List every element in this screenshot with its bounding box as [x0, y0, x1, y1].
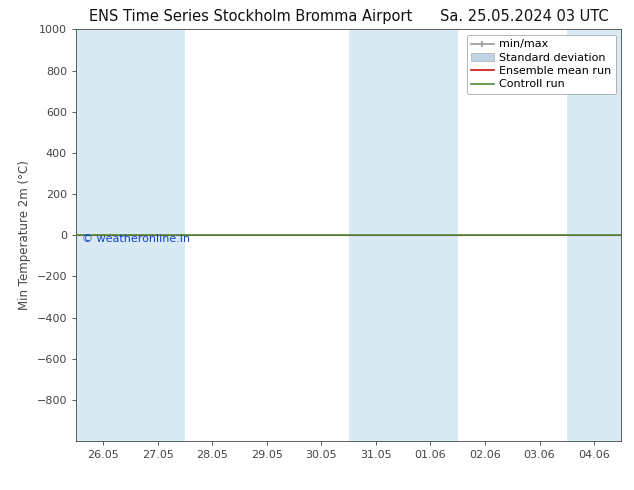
Y-axis label: Min Temperature 2m (°C): Min Temperature 2m (°C): [18, 160, 31, 310]
Bar: [403, 29, 458, 441]
Text: © weatheronline.in: © weatheronline.in: [82, 234, 190, 245]
Bar: [349, 29, 403, 441]
Title: ENS Time Series Stockholm Bromma Airport      Sa. 25.05.2024 03 UTC: ENS Time Series Stockholm Bromma Airport…: [89, 9, 609, 24]
Legend: min/max, Standard deviation, Ensemble mean run, Controll run: min/max, Standard deviation, Ensemble me…: [467, 35, 616, 94]
Bar: [131, 29, 185, 441]
Bar: [567, 29, 621, 441]
Bar: [76, 29, 131, 441]
